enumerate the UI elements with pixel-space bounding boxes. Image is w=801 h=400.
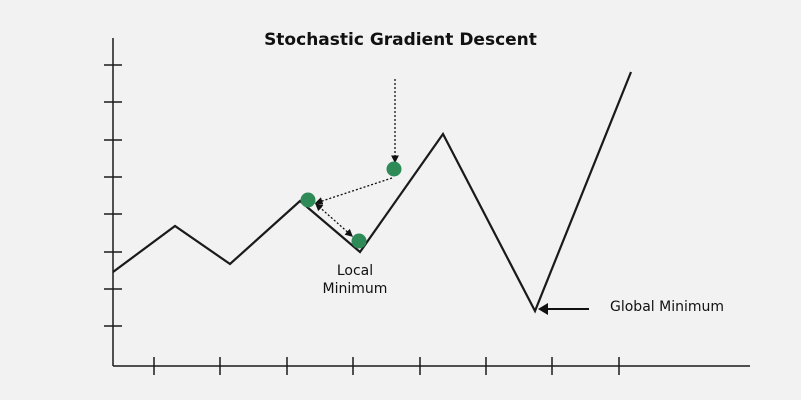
sgd-point-local-minimum	[351, 233, 367, 249]
diagram-title: Stochastic Gradient Descent	[264, 30, 537, 50]
sgd-point-start	[386, 161, 402, 177]
global-minimum-arrowhead	[538, 303, 548, 315]
local-minimum-label-line2: Minimum	[322, 281, 388, 297]
y-axis-ticks	[104, 64, 122, 327]
local-minimum-label: Local Minimum	[300, 262, 410, 298]
sgd-point-middle	[300, 192, 316, 208]
global-minimum-label: Global Minimum	[610, 299, 724, 315]
x-axis-ticks	[153, 357, 620, 375]
step-arrow-diagonal	[315, 203, 353, 237]
local-minimum-label-line1: Local	[336, 263, 374, 279]
step-arrow-left	[314, 177, 393, 205]
